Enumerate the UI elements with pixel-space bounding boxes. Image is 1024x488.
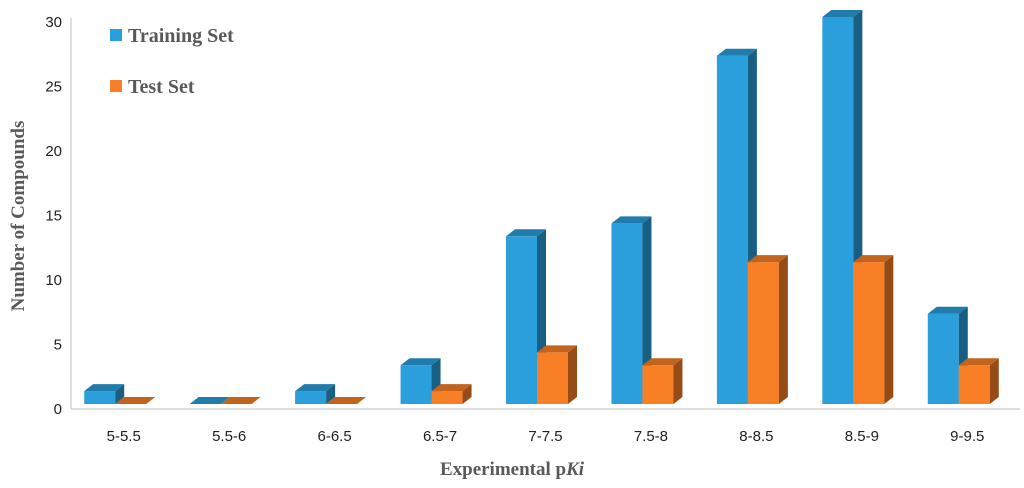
y-tick-label: 25: [45, 79, 62, 96]
x-tick-label: 7-7.5: [528, 428, 562, 445]
bar-training-5.5-6: [189, 397, 230, 404]
bar-top: [853, 255, 894, 263]
bar-top: [716, 48, 757, 56]
x-tick-label: 6.5-7: [423, 428, 457, 445]
x-tick-label: 5-5.5: [107, 428, 141, 445]
legend-label-test: Test Set: [128, 76, 195, 98]
y-tick-label: 20: [45, 143, 62, 160]
bar-test-8-8.5: [747, 255, 788, 404]
legend-label-training: Training Set: [128, 25, 234, 47]
bar-top: [115, 397, 156, 404]
bar-front: [506, 236, 537, 404]
bar-front: [611, 223, 643, 404]
y-tick-label: 30: [45, 14, 62, 31]
bar-front: [400, 365, 432, 404]
legend-swatch-training: [110, 29, 122, 41]
bar-top: [189, 397, 230, 404]
bar-front: [295, 391, 327, 404]
bar-side: [673, 358, 683, 404]
bar-test-6-6.5: [326, 397, 367, 404]
bar-top: [822, 10, 863, 17]
bar-side: [115, 384, 125, 404]
y-axis: 0 5 10 15 20 25 30: [45, 14, 72, 418]
bar-top: [400, 358, 441, 366]
bar-test-9-9.5: [958, 358, 999, 404]
y-axis-title: Number of Compounds: [8, 121, 29, 312]
bar-front: [927, 313, 959, 404]
x-axis: 5-5.5 5.5-6 6-6.5 6.5-7 7-7.5 7.5-8 8-8.5 8.5-9…: [71, 408, 1020, 445]
bar-front: [716, 55, 748, 404]
bar-top: [927, 306, 968, 314]
y-tick-label: 5: [54, 337, 62, 354]
y-tick-label: 0: [54, 401, 62, 418]
bar-front: [642, 365, 674, 404]
bar-top: [958, 358, 999, 366]
legend-swatch-test: [110, 80, 122, 92]
bar-training-7-7.5: [506, 229, 546, 404]
x-tick-label: 5.5-6: [212, 428, 246, 445]
bar-front: [747, 262, 779, 404]
x-tick-label: 8.5-9: [845, 428, 879, 445]
bar-test-5-5.5: [115, 397, 156, 404]
x-tick-label: 6-6.5: [318, 428, 352, 445]
bar-front: [822, 17, 854, 404]
bar-test-5.5-6: [220, 397, 261, 404]
bar-front: [853, 262, 885, 404]
bar-top: [295, 384, 336, 392]
bar-front: [537, 352, 568, 404]
legend-item-test: Test Set: [110, 76, 195, 98]
bar-top: [326, 397, 367, 404]
bar-training-6-6.5: [295, 384, 336, 404]
bar-side: [326, 384, 336, 404]
bar-front: [958, 365, 990, 404]
bar-side: [642, 216, 652, 404]
bar-test-6.5-7: [431, 384, 472, 404]
bar-side: [884, 255, 894, 404]
bar-training-8-8.5: [716, 48, 757, 404]
legend-item-training: Training Set: [110, 25, 234, 47]
y-tick-label: 10: [45, 272, 62, 289]
bar-top: [642, 358, 683, 366]
bars: [84, 10, 999, 404]
x-axis-title: Experimental pKi: [440, 459, 585, 480]
bar-training-5-5.5: [84, 384, 125, 404]
bar-test-8.5-9: [853, 255, 894, 404]
bar-top: [84, 384, 125, 392]
bar-side: [568, 345, 577, 404]
bar-top: [611, 216, 652, 224]
bar-side: [989, 358, 999, 404]
bar-test-7.5-8: [642, 358, 683, 404]
bar-front: [84, 391, 116, 404]
bar-top: [506, 229, 546, 237]
bar-top: [747, 255, 788, 263]
bar-side: [462, 384, 472, 404]
x-tick-label: 8-8.5: [739, 428, 773, 445]
x-tick-label: 9-9.5: [950, 428, 984, 445]
legend: Training Set Test Set: [110, 25, 234, 98]
bar-top: [537, 345, 577, 353]
bar-side: [778, 255, 788, 404]
bar-test-7-7.5: [537, 345, 577, 404]
y-tick-label: 15: [45, 208, 62, 225]
bar-top: [220, 397, 261, 404]
bar-top: [431, 384, 472, 392]
x-tick-label: 7.5-8: [634, 428, 668, 445]
bar-front: [431, 391, 463, 404]
bar-training-7.5-8: [611, 216, 652, 404]
x-axis-title-prefix: Experimental p: [440, 459, 566, 480]
x-axis-title-italic: Ki: [565, 459, 585, 480]
